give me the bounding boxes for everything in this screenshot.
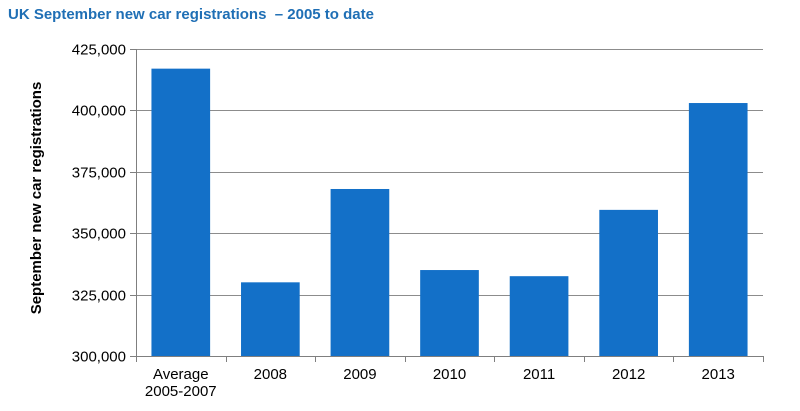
x-tick-label: 2008 xyxy=(254,366,287,383)
x-tick-label: 2010 xyxy=(433,366,466,383)
y-tick-labels: 300,000 325,000 350,000 375,000 400,000 425,0… xyxy=(72,42,126,366)
bar xyxy=(420,270,479,356)
bar xyxy=(509,276,569,356)
bar xyxy=(151,68,211,356)
bar xyxy=(688,103,748,356)
y-tick-label: 300,000 xyxy=(72,349,126,366)
y-tick-label: 375,000 xyxy=(72,165,126,182)
chart-title: UK September new car registrations – 200… xyxy=(8,6,374,23)
bar xyxy=(599,209,658,356)
y-tick-label: 425,000 xyxy=(72,42,126,59)
y-tick-label: 325,000 xyxy=(72,288,126,305)
y-tick-label: 350,000 xyxy=(72,226,126,243)
x-tick-label: Average 2005-2007 xyxy=(145,366,217,400)
bars xyxy=(151,68,748,356)
axes xyxy=(136,49,764,362)
y-axis-label: September new car registrations xyxy=(28,82,45,315)
x-tick-labels: Average 2005-2007 2008 2009 2010 2011 2012 2013 xyxy=(145,366,735,400)
x-tick-label: 2013 xyxy=(702,366,735,383)
x-tick-label: 2012 xyxy=(612,366,645,383)
x-tick-label: 2011 xyxy=(523,366,555,383)
bar xyxy=(241,282,300,356)
bar xyxy=(330,188,390,356)
x-tick-label: 2009 xyxy=(343,366,376,383)
y-tick-label: 400,000 xyxy=(72,103,126,120)
